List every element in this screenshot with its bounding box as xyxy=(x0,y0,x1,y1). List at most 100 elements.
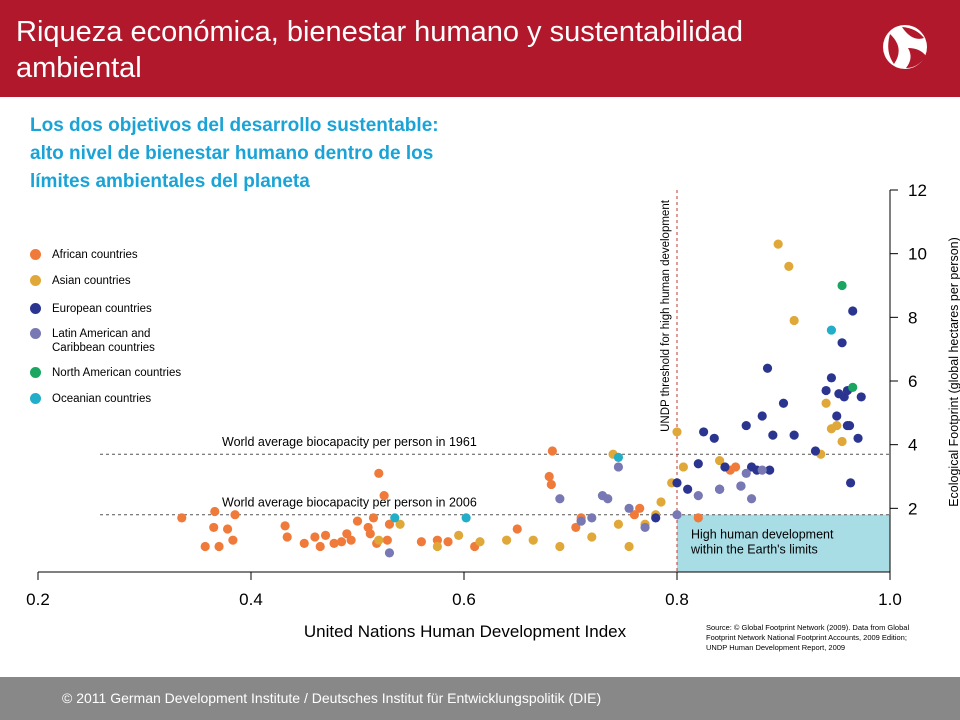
y-tick-label-3: 8 xyxy=(908,308,917,327)
y-tick-label-5: 12 xyxy=(908,181,927,200)
point-s3-1 xyxy=(555,494,565,504)
point-s3-3 xyxy=(587,513,597,523)
point-s1-5 xyxy=(502,535,512,545)
point-s1-9 xyxy=(587,532,597,542)
point-s1-15 xyxy=(656,497,666,507)
point-s3-14 xyxy=(746,494,757,504)
point-s0-25 xyxy=(382,535,392,545)
point-s2-29 xyxy=(853,433,863,443)
point-s2-3 xyxy=(693,459,703,469)
point-s2-19 xyxy=(821,385,831,396)
point-s2-21 xyxy=(832,411,842,421)
point-s0-24 xyxy=(379,491,389,501)
point-s1-19 xyxy=(715,455,725,466)
point-s0-18 xyxy=(352,516,363,526)
point-s3-8 xyxy=(640,522,650,533)
point-s0-12 xyxy=(315,541,325,552)
point-s3-9 xyxy=(672,510,682,520)
y-tick-label-2: 6 xyxy=(908,372,917,391)
point-s0-20 xyxy=(365,529,375,539)
point-s5-2 xyxy=(613,452,624,462)
point-s2-15 xyxy=(768,430,778,440)
point-s0-34 xyxy=(547,446,557,456)
point-s3-12 xyxy=(736,481,746,491)
target-zone-label-line1: High human development xyxy=(691,528,834,542)
slide-subtitle: Los dos objetivos del desarrollo sustent… xyxy=(30,115,439,192)
point-s2-9 xyxy=(741,420,751,431)
point-s3-7 xyxy=(624,503,634,513)
die-logo-icon xyxy=(883,25,927,69)
point-s2-4 xyxy=(699,427,709,437)
point-s1-18 xyxy=(678,462,688,472)
point-s1-11 xyxy=(613,519,624,529)
point-s0-4 xyxy=(214,541,224,552)
legend-label-north-american: North American countries xyxy=(52,367,182,379)
point-s5-0 xyxy=(390,513,400,523)
point-s2-26 xyxy=(844,420,855,431)
point-s2-5 xyxy=(709,433,719,443)
point-s2-27 xyxy=(848,306,858,316)
header-bar: Riqueza económica, bienestar humano y su… xyxy=(0,0,960,97)
point-s5-1 xyxy=(461,513,471,523)
point-s3-10 xyxy=(693,491,703,501)
point-s0-29 xyxy=(443,537,453,547)
legend-marker-african xyxy=(30,249,41,260)
point-s1-17 xyxy=(672,427,682,437)
point-s4-1 xyxy=(848,382,858,392)
footer-bar: © 2011 German Development Institute / De… xyxy=(0,677,960,720)
point-s1-0 xyxy=(374,535,384,545)
point-s0-14 xyxy=(329,538,339,548)
point-s0-11 xyxy=(310,532,320,542)
point-s2-12 xyxy=(757,411,767,421)
point-s0-39 xyxy=(693,513,703,523)
point-s1-22 xyxy=(789,315,799,326)
point-s2-0 xyxy=(651,513,661,523)
point-s0-31 xyxy=(512,524,522,534)
point-s0-27 xyxy=(416,537,426,547)
y-axis-title: Ecological Footprint (global hectares pe… xyxy=(947,237,960,507)
footer-copyright: © 2011 German Development Institute / De… xyxy=(62,690,602,706)
point-s4-0 xyxy=(837,280,847,291)
reference-label-hdi-threshold: UNDP threshold for high human developmen… xyxy=(660,199,672,432)
point-s3-13 xyxy=(741,468,751,478)
point-s0-37 xyxy=(629,510,640,520)
point-s2-1 xyxy=(672,478,682,488)
point-s0-8 xyxy=(280,521,290,531)
reference-label-2006: World average biocapacity per person in … xyxy=(222,496,477,510)
point-s1-1 xyxy=(395,519,405,529)
legend-label-oceanian: Oceanian countries xyxy=(52,393,152,405)
y-tick-label-0: 2 xyxy=(908,499,917,518)
point-s0-13 xyxy=(320,530,331,540)
source-note: Source: © Global Footprint Network (2009… xyxy=(706,623,910,652)
x-tick-label-1: 0.4 xyxy=(239,590,263,609)
point-s3-15 xyxy=(757,465,767,475)
point-s3-0 xyxy=(384,548,395,558)
legend-label-latin-american: Latin American and Caribbean countries xyxy=(52,328,155,354)
point-s0-32 xyxy=(544,471,554,482)
point-s0-0 xyxy=(177,513,187,523)
point-s3-6 xyxy=(613,462,624,472)
page-title: Riqueza económica, bienestar humano y su… xyxy=(16,16,744,84)
legend-label-european: European countries xyxy=(52,303,152,315)
legend-label-african: African countries xyxy=(52,249,138,261)
point-s2-7 xyxy=(720,462,730,472)
legend-marker-european xyxy=(30,303,41,314)
x-tick-label-3: 0.8 xyxy=(665,590,689,609)
point-s2-13 xyxy=(762,363,773,373)
point-s0-10 xyxy=(299,538,309,548)
point-s0-26 xyxy=(384,519,395,529)
point-s1-27 xyxy=(837,436,847,447)
y-tick-label-4: 10 xyxy=(908,245,927,264)
point-s0-23 xyxy=(374,468,384,478)
point-s1-20 xyxy=(773,239,783,249)
point-s0-2 xyxy=(209,522,219,533)
point-s2-30 xyxy=(856,392,866,402)
legend-marker-north-american xyxy=(30,367,41,378)
x-axis-title: United Nations Human Development Index xyxy=(304,622,627,641)
point-s3-11 xyxy=(715,484,725,494)
point-s0-17 xyxy=(346,535,356,545)
target-zone-box xyxy=(677,514,890,572)
point-s1-12 xyxy=(624,541,634,552)
point-s2-23 xyxy=(837,338,847,348)
